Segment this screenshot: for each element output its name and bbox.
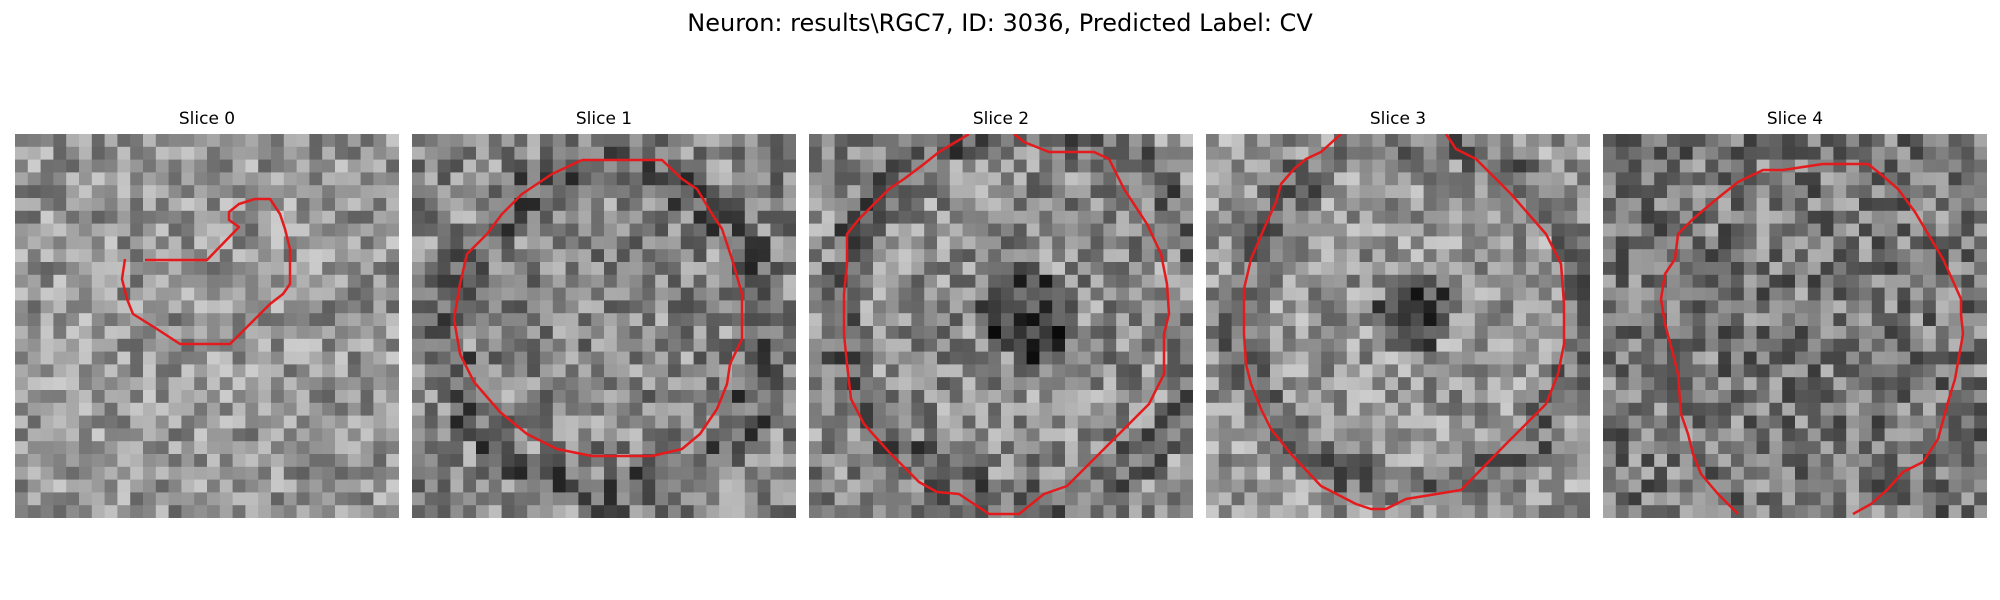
slice-image-2 — [809, 134, 1193, 518]
slice-title: Slice 0 — [178, 109, 236, 129]
slice-title: Slice 1 — [575, 109, 633, 129]
segmentation-contour — [1659, 162, 1965, 516]
slice-image-1 — [412, 134, 796, 518]
microscopy-pixels — [412, 134, 796, 518]
microscopy-pixels — [1603, 134, 1987, 518]
slice-image-3 — [1206, 134, 1590, 518]
slice-image-4 — [1603, 134, 1987, 518]
microscopy-pixels — [15, 134, 399, 518]
slice-title: Slice 2 — [972, 109, 1030, 129]
segmentation-contour — [842, 134, 1171, 516]
slice-title: Slice 3 — [1369, 109, 1427, 129]
slice-image-0 — [15, 134, 399, 518]
slice-title: Slice 4 — [1766, 109, 1824, 129]
segmentation-contour — [120, 197, 292, 346]
segmentation-contour — [452, 158, 744, 458]
segmentation-contour — [1242, 134, 1566, 511]
microscopy-pixels — [809, 134, 1193, 518]
microscopy-pixels — [1206, 134, 1590, 518]
figure-title: Neuron: results\RGC7, ID: 3036, Predicte… — [687, 9, 1313, 37]
